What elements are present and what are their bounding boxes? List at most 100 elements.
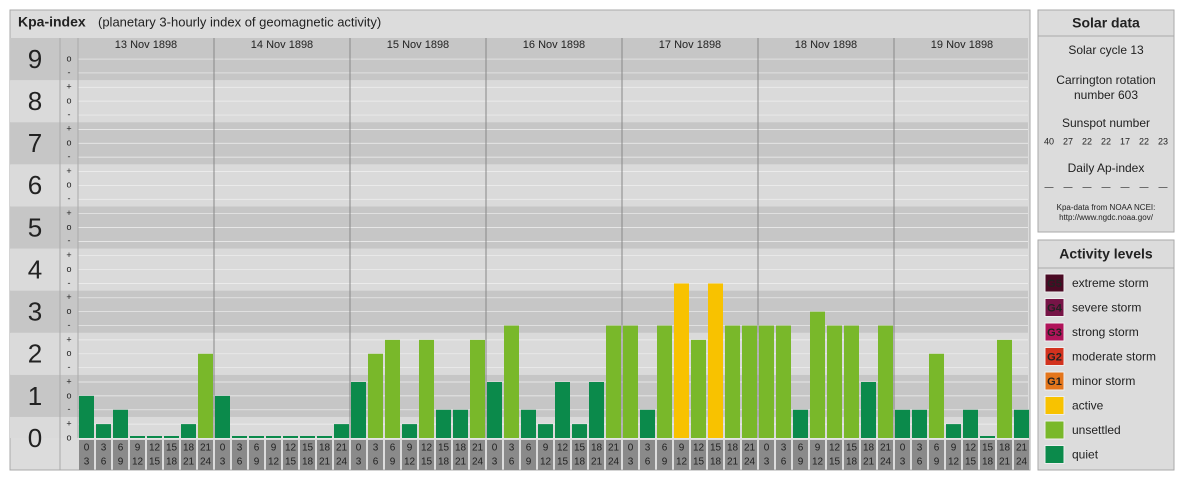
hour-label: 6 bbox=[373, 457, 379, 468]
bar bbox=[470, 339, 485, 438]
hour-label: 9 bbox=[798, 457, 804, 468]
bar bbox=[963, 409, 978, 438]
level-name: moderate storm bbox=[1072, 350, 1156, 364]
hour-box bbox=[742, 440, 757, 470]
hour-label: 15 bbox=[829, 457, 841, 468]
hour-label: 6 bbox=[118, 443, 124, 454]
hour-label: 9 bbox=[390, 457, 396, 468]
hour-label: 18 bbox=[574, 457, 586, 468]
y-tick-label: 1 bbox=[28, 381, 42, 411]
y-minor-label: o bbox=[66, 53, 71, 63]
hour-box bbox=[419, 440, 434, 470]
y-minor-label: o bbox=[66, 180, 71, 190]
hour-label: 3 bbox=[628, 457, 634, 468]
hour-label: 15 bbox=[693, 457, 705, 468]
bar bbox=[793, 409, 808, 438]
y-minor-label: + bbox=[66, 292, 71, 302]
ap-value: — bbox=[1083, 181, 1092, 191]
y-minor-label: - bbox=[68, 278, 71, 288]
level-swatch bbox=[1044, 298, 1065, 317]
hour-box bbox=[980, 440, 995, 470]
hour-label: 24 bbox=[336, 457, 348, 468]
hour-box bbox=[793, 440, 808, 470]
hour-label: 15 bbox=[557, 457, 569, 468]
y-minor-label: - bbox=[68, 320, 71, 330]
hour-box bbox=[589, 440, 604, 470]
hour-box bbox=[521, 440, 536, 470]
note: http://www.ngdc.noaa.gov/ bbox=[1059, 213, 1154, 222]
level-name: unsettled bbox=[1072, 423, 1121, 437]
sunspot: 22 bbox=[1139, 136, 1149, 146]
bar bbox=[912, 409, 927, 438]
y-tick-label: 0 bbox=[28, 423, 42, 453]
y-minor-label: o bbox=[66, 138, 71, 148]
hour-label: 9 bbox=[815, 443, 821, 454]
hour-label: 21 bbox=[608, 443, 620, 454]
hour-label: 18 bbox=[863, 443, 875, 454]
hour-label: 18 bbox=[319, 443, 331, 454]
hour-box bbox=[232, 440, 247, 470]
y-minor-label: + bbox=[66, 208, 71, 218]
hour-label: 21 bbox=[591, 457, 603, 468]
hour-label: 18 bbox=[591, 443, 603, 454]
ap-value: — bbox=[1102, 181, 1111, 191]
hour-label: 6 bbox=[645, 457, 651, 468]
hour-label: 18 bbox=[438, 457, 450, 468]
level-swatch bbox=[1044, 396, 1065, 415]
level-swatch bbox=[1044, 273, 1065, 293]
bar bbox=[283, 436, 298, 438]
hour-label: 9 bbox=[254, 457, 260, 468]
solar-panel bbox=[1037, 9, 1175, 233]
hour-label: 18 bbox=[999, 443, 1011, 454]
hour-box bbox=[368, 440, 383, 470]
date-label: 13 Nov 1898 bbox=[115, 39, 177, 51]
hour-label: 3 bbox=[900, 457, 906, 468]
hour-label: 6 bbox=[934, 443, 940, 454]
bar bbox=[742, 325, 757, 438]
bar bbox=[657, 325, 672, 438]
hour-label: 6 bbox=[237, 457, 243, 468]
hour-box bbox=[606, 440, 621, 470]
hour-box bbox=[963, 440, 978, 470]
hour-label: 15 bbox=[710, 443, 722, 454]
level-swatch bbox=[1044, 371, 1065, 391]
hour-box bbox=[538, 440, 553, 470]
bar bbox=[351, 382, 366, 438]
level-name: active bbox=[1072, 399, 1104, 413]
hour-label: 6 bbox=[390, 443, 396, 454]
hour-label: 21 bbox=[880, 443, 892, 454]
bar bbox=[147, 436, 162, 438]
bar bbox=[827, 325, 842, 438]
hour-box bbox=[79, 440, 94, 470]
hour-label: 3 bbox=[373, 443, 379, 454]
solar-cycle: Solar cycle 13 bbox=[1068, 43, 1144, 57]
level-code: G5 bbox=[1047, 278, 1062, 290]
hour-label: 6 bbox=[254, 443, 260, 454]
bar bbox=[895, 409, 910, 438]
hour-box bbox=[504, 440, 519, 470]
y-minor-label: + bbox=[66, 166, 71, 176]
bar bbox=[368, 353, 383, 438]
hour-box bbox=[895, 440, 910, 470]
y-tick-label: 5 bbox=[28, 212, 42, 242]
hour-label: 18 bbox=[166, 457, 178, 468]
hour-label: 9 bbox=[118, 457, 124, 468]
bar bbox=[980, 436, 995, 438]
bar bbox=[232, 436, 247, 438]
hour-box bbox=[776, 440, 791, 470]
bar bbox=[725, 325, 740, 438]
hour-label: 21 bbox=[999, 457, 1011, 468]
hour-label: 9 bbox=[407, 443, 413, 454]
date-label: 16 Nov 1898 bbox=[523, 39, 585, 51]
bar bbox=[691, 339, 706, 438]
y-tick-label: 6 bbox=[28, 170, 42, 200]
hour-label: 18 bbox=[982, 457, 994, 468]
hour-label: 15 bbox=[285, 457, 297, 468]
y-minor-label: + bbox=[66, 124, 71, 134]
hour-box bbox=[470, 440, 485, 470]
hour-label: 21 bbox=[744, 443, 756, 454]
bar bbox=[640, 409, 655, 438]
y-minor-label: o bbox=[66, 306, 71, 316]
date-label: 14 Nov 1898 bbox=[251, 39, 313, 51]
bar bbox=[249, 436, 264, 438]
